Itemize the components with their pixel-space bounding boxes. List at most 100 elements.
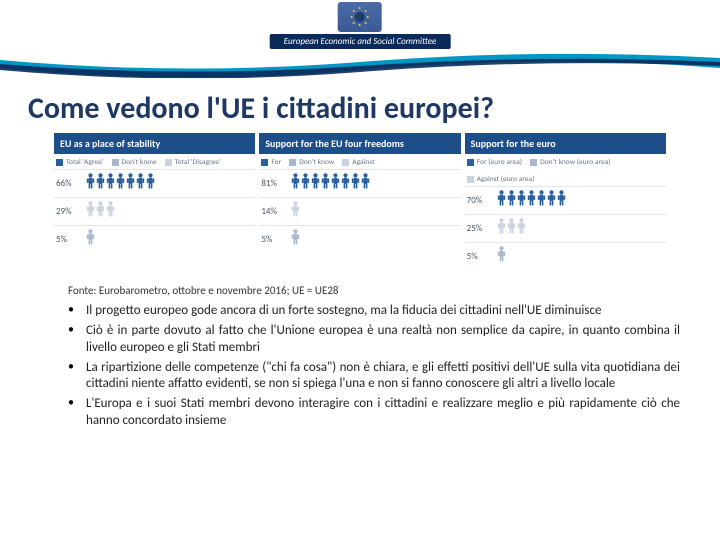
content-body: Fonte: Eurobarometro, ottobre e novembre… [0,270,720,429]
page-title: Come vedono l'UE i cittadini europei? [0,78,720,133]
person-icon [106,173,115,194]
bullet-text: La ripartizione delle competenze ("chi f… [86,360,680,393]
legend: For Don't know Against [259,154,460,169]
person-icon [86,173,95,194]
percentage-label: 14% [261,206,291,217]
percentage-label: 5% [261,234,291,245]
legend-swatch-icon [56,159,63,166]
data-row: 14% [259,197,460,225]
person-icon [361,173,370,194]
people-icons [86,173,155,194]
percentage-label: 25% [467,223,497,234]
person-icon [291,229,300,250]
person-icon [507,190,516,211]
bullet-list: •Il progetto europeo gode ancora di un f… [68,303,680,429]
person-icon [537,190,546,211]
data-row: 29% [54,197,255,225]
legend-item: For [261,158,281,167]
legend-swatch-icon [261,159,268,166]
eu-emblem-icon [338,2,382,32]
person-icon [351,173,360,194]
legend-swatch-icon [112,159,119,166]
legend-label: Don't know (euro area) [540,158,611,167]
people-icons [291,229,300,250]
person-icon [106,201,115,222]
person-icon [146,173,155,194]
person-icon [126,173,135,194]
source-note: Fonte: Eurobarometro, ottobre e novembre… [68,284,680,297]
bullet-marker-icon: • [68,360,86,393]
legend: Total 'Agree' Don't know Total 'Disagree' [54,154,255,169]
data-row: 70% [465,186,666,214]
person-icon [136,173,145,194]
person-icon [517,218,526,239]
panel-head: Support for the EU four freedoms [259,133,460,154]
percentage-label: 29% [56,206,86,217]
data-row: 66% [54,169,255,197]
people-icons [86,229,95,250]
swoosh-decoration [0,50,720,78]
people-icons [291,201,300,222]
legend-swatch-icon [530,159,537,166]
legend-label: For (euro area) [477,158,522,167]
data-row: 5% [259,225,460,253]
people-icons [86,201,115,222]
bullet-item: •Ciò è in parte dovuto al fatto che l'Un… [68,323,680,356]
percentage-label: 5% [56,234,86,245]
legend-item: For (euro area) [467,158,522,167]
bullet-text: Il progetto europeo gode ancora di un fo… [86,303,680,319]
header: European Economic and Social Committee [0,0,720,78]
committee-label: European Economic and Social Committee [270,34,451,49]
person-icon [301,173,310,194]
legend-label: Against [352,158,374,167]
legend-label: Don't know [122,158,157,167]
legend-item: Don't know [289,158,334,167]
data-row: 5% [54,225,255,253]
legend-item: Total 'Agree' [56,158,104,167]
person-icon [497,218,506,239]
panel-head: Support for the euro [465,133,666,154]
chart-panel: Support for the EU four freedoms For Don't… [259,133,460,270]
charts-container: EU as a place of stability Total 'Agree' D… [0,133,720,270]
bullet-item: •La ripartizione delle competenze ("chi … [68,360,680,393]
person-icon [291,201,300,222]
legend-label: Total 'Agree' [66,158,104,167]
legend-label: Don't know [299,158,334,167]
person-icon [507,218,516,239]
legend-swatch-icon [342,159,349,166]
percentage-label: 5% [467,251,497,262]
legend-label: For [271,158,281,167]
bullet-item: •L'Europa e i suoi Stati membri devono i… [68,396,680,429]
bullet-text: L'Europa e i suoi Stati membri devono in… [86,396,680,429]
legend-swatch-icon [289,159,296,166]
person-icon [557,190,566,211]
person-icon [116,173,125,194]
bullet-marker-icon: • [68,303,86,319]
legend-item: Against [342,158,374,167]
legend-item: Don't know (euro area) [530,158,611,167]
person-icon [527,190,536,211]
bullet-marker-icon: • [68,396,86,429]
legend: For (euro area) Don't know (euro area) Aga… [465,154,666,186]
percentage-label: 81% [261,178,291,189]
person-icon [517,190,526,211]
person-icon [321,173,330,194]
legend-item: Against (euro area) [467,175,535,184]
data-row: 25% [465,214,666,242]
people-icons [497,218,526,239]
person-icon [331,173,340,194]
legend-swatch-icon [467,176,474,183]
legend-swatch-icon [165,159,172,166]
person-icon [311,173,320,194]
person-icon [96,173,105,194]
person-icon [86,201,95,222]
data-row: 5% [465,242,666,270]
chart-panel: EU as a place of stability Total 'Agree' D… [54,133,255,270]
eesc-logo: European Economic and Social Committee [270,2,451,49]
bullet-item: •Il progetto europeo gode ancora di un f… [68,303,680,319]
legend-label: Total 'Disagree' [175,158,221,167]
person-icon [86,229,95,250]
bullet-marker-icon: • [68,323,86,356]
panel-head: EU as a place of stability [54,133,255,154]
data-row: 81% [259,169,460,197]
